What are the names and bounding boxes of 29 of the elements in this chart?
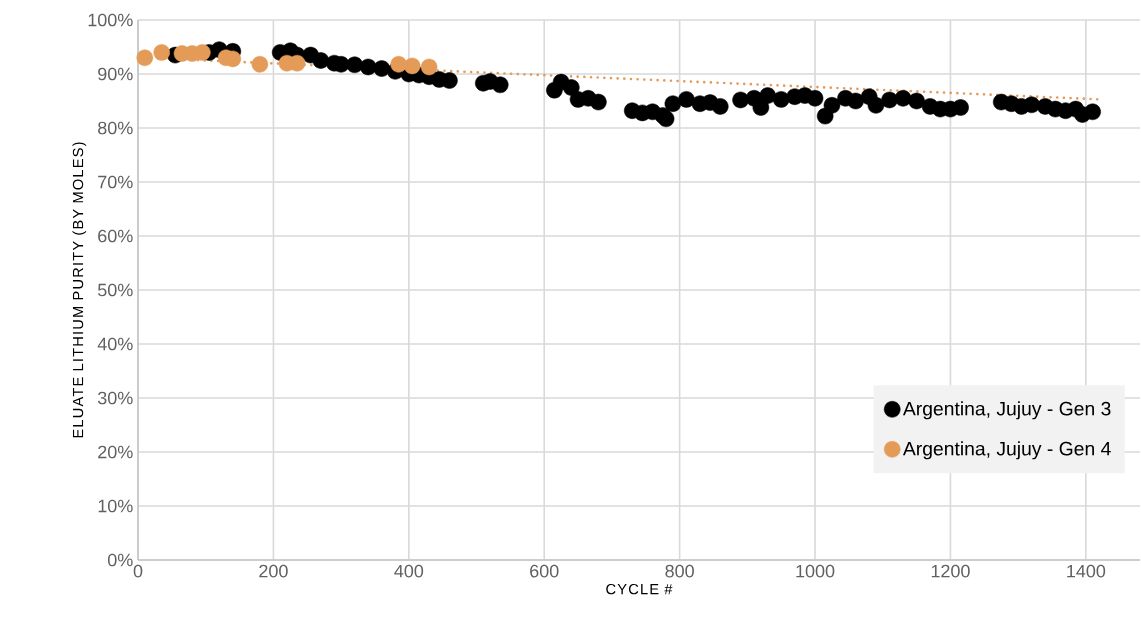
y-tick-label: 30% — [97, 391, 133, 405]
point — [403, 57, 421, 75]
x-axis-title: CYCLE # — [606, 583, 673, 595]
x-tick-label: 800 — [665, 564, 694, 578]
point — [153, 44, 170, 61]
point — [136, 49, 154, 67]
y-tick-label: 80% — [98, 121, 133, 135]
y-tick-label: 100% — [88, 13, 133, 27]
y-tick-label: 70% — [98, 175, 133, 189]
legend-label: Argentina, Jujuy - Gen 4 — [902, 441, 1111, 460]
legend-label: Argentina, Jujuy - Gen 3 — [902, 401, 1111, 420]
y-tick-label: 90% — [98, 67, 133, 81]
point — [251, 56, 269, 73]
x-tick-label: 600 — [530, 564, 559, 578]
x-tick-label: 400 — [394, 564, 424, 578]
x-tick-label: 200 — [259, 564, 288, 578]
y-axis-title: ELUATE LITHIUM PURITY (BY MOLES) — [72, 142, 87, 438]
y-tick-label: 0% — [107, 553, 133, 567]
y-tick-label: 60% — [98, 229, 133, 243]
y-tick-label: 40% — [97, 337, 133, 351]
y-tick-label: 10% — [98, 499, 133, 513]
x-tick-label: 0 — [133, 564, 143, 578]
point — [194, 44, 211, 61]
x-tick-label: 1400 — [1067, 564, 1106, 578]
x-tick-label: 1000 — [796, 564, 835, 578]
y-tick-label: 50% — [97, 283, 133, 297]
y-tick-label: 20% — [98, 445, 133, 459]
point — [420, 58, 438, 76]
x-tick-label: 1200 — [931, 564, 970, 578]
